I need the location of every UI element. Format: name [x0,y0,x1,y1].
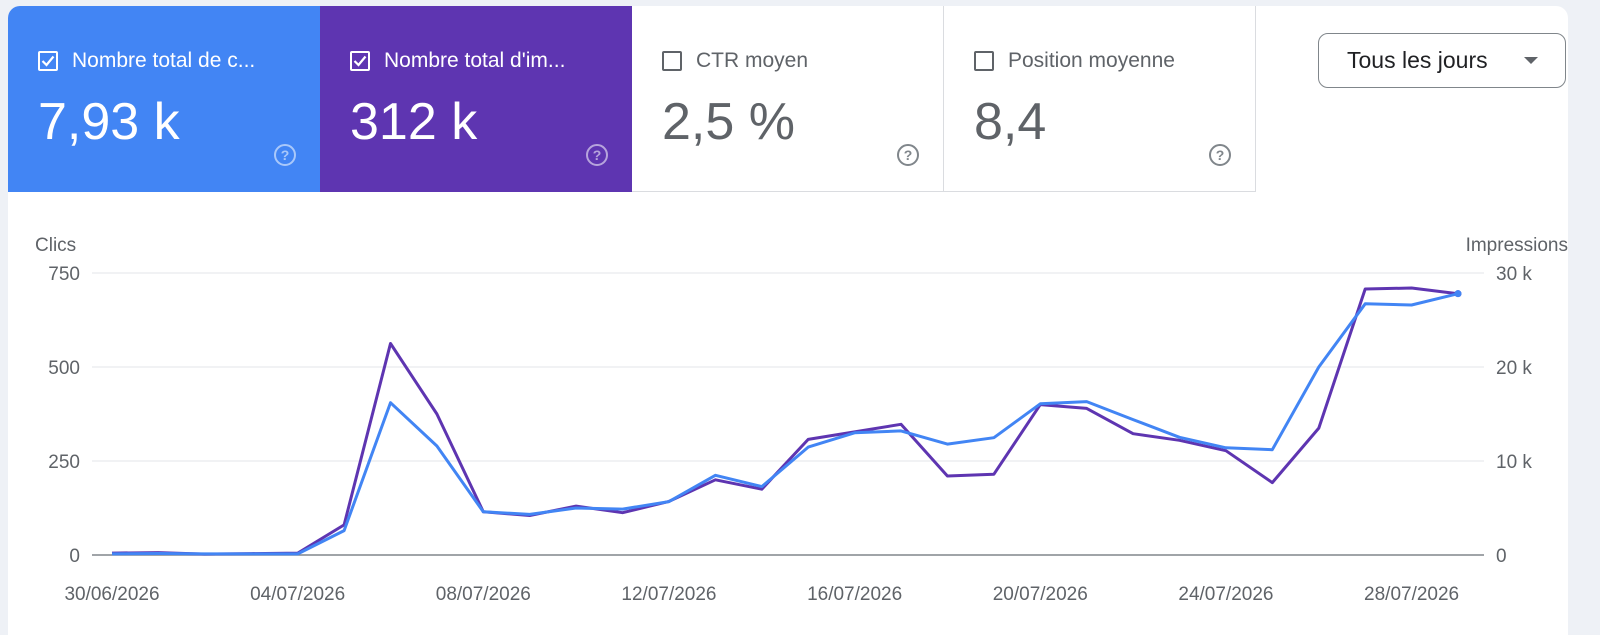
checkbox-icon[interactable] [38,51,58,71]
period-select-value: Tous les jours [1347,47,1488,73]
metric-value: 312 k [350,93,478,151]
metric-value: 2,5 % [662,93,795,151]
left-axis-title: Clics [35,235,76,256]
x-axis-tick-label: 04/07/2026 [250,584,345,605]
metric-value: 8,4 [974,93,1047,151]
caret-down-icon [1524,56,1538,64]
checkbox-icon[interactable] [662,51,682,71]
metric-tile-average-position[interactable]: Position moyenne 8,4 ? [944,6,1256,192]
metric-tiles: Nombre total de c... 7,93 k ? Nombre tot… [8,6,1256,192]
right-axis-tick-label: 30 k [1496,264,1532,285]
x-axis-tick-label: 20/07/2026 [993,584,1088,605]
x-axis-tick-label: 12/07/2026 [621,584,716,605]
metric-tile-total-impressions[interactable]: Nombre total d'im... 312 k ? [320,6,632,192]
checkbox-icon[interactable] [350,51,370,71]
right-axis-tick-label: 10 k [1496,452,1532,473]
x-axis-tick-label: 28/07/2026 [1364,584,1459,605]
metric-tile-total-clicks[interactable]: Nombre total de c... 7,93 k ? [8,6,320,192]
clicks-series-line [111,292,1459,556]
x-axis-tick-label: 24/07/2026 [1178,584,1273,605]
checkbox-icon[interactable] [974,51,994,71]
performance-chart: Clics Impressions 0 250 500 750 0 10 k 20 k 30 … [35,235,1568,605]
x-axis-tick-label: 08/07/2026 [436,584,531,605]
help-icon[interactable]: ? [274,144,296,166]
impressions-series-line [111,286,1459,556]
help-icon[interactable]: ? [586,144,608,166]
help-icon[interactable]: ? [897,144,919,166]
performance-card: Nombre total de c... 7,93 k ? Nombre tot… [8,6,1568,635]
left-axis-tick-label: 750 [48,264,80,285]
left-axis-tick-label: 250 [48,452,80,473]
period-select[interactable]: Tous les jours [1318,33,1566,88]
x-axis-tick-label: 30/06/2026 [64,584,159,605]
left-axis-tick-label: 500 [48,358,80,379]
right-axis-title: Impressions [1466,235,1568,256]
right-axis-tick-label: 20 k [1496,358,1532,379]
metric-tile-average-ctr[interactable]: CTR moyen 2,5 % ? [632,6,944,192]
right-axis-tick-label: 0 [1496,546,1507,567]
left-axis-tick-label: 0 [69,546,80,567]
help-icon[interactable]: ? [1209,144,1231,166]
clicks-last-point [1454,290,1462,298]
metric-value: 7,93 k [38,93,180,151]
x-axis-tick-label: 16/07/2026 [807,584,902,605]
